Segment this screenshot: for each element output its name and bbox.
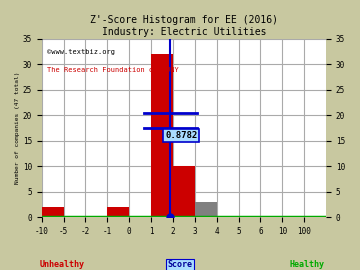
Bar <box>42 207 64 217</box>
Text: Healthy: Healthy <box>289 260 324 269</box>
Text: The Research Foundation of SUNY: The Research Foundation of SUNY <box>48 67 179 73</box>
Y-axis label: Number of companies (47 total): Number of companies (47 total) <box>15 72 20 184</box>
Title: Z'-Score Histogram for EE (2016)
Industry: Electric Utilities: Z'-Score Histogram for EE (2016) Industr… <box>90 15 278 37</box>
Text: Score: Score <box>167 260 193 269</box>
Text: Unhealthy: Unhealthy <box>40 260 85 269</box>
Bar <box>173 166 195 217</box>
Bar <box>107 207 129 217</box>
Text: ©www.textbiz.org: ©www.textbiz.org <box>48 49 116 55</box>
Bar <box>151 54 173 217</box>
Text: 0.8782: 0.8782 <box>165 131 197 140</box>
Bar <box>195 202 217 217</box>
